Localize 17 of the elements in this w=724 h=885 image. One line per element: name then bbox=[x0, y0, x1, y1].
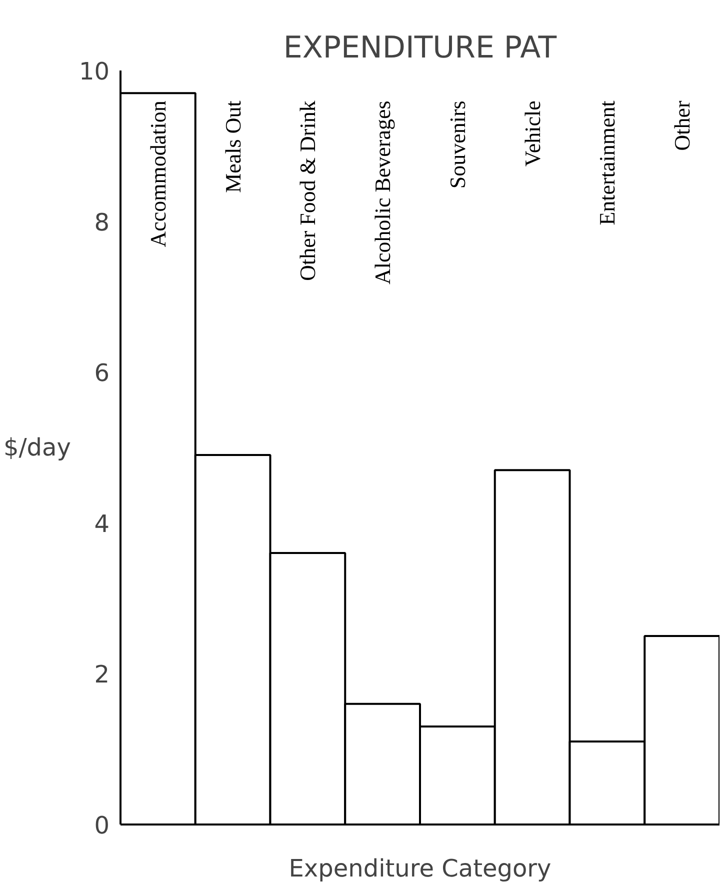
y-tick-label: 10 bbox=[78, 58, 110, 86]
y-tick-label: 8 bbox=[94, 208, 110, 236]
y-tick-label: 0 bbox=[94, 812, 110, 840]
x-axis-title: Expenditure Category bbox=[288, 854, 552, 882]
x-tick-label: Accommodation bbox=[145, 100, 170, 248]
y-tick-label: 4 bbox=[94, 510, 110, 538]
x-tick-label: Souvenirs bbox=[444, 100, 470, 189]
x-tick-label: Entertainment bbox=[594, 100, 620, 226]
y-tick-label: 2 bbox=[94, 660, 110, 689]
y-axis-title: $/day bbox=[3, 434, 71, 462]
y-tick-label: 6 bbox=[94, 359, 110, 388]
x-tick-label: Meals Out bbox=[220, 100, 246, 193]
x-tick-label: Other bbox=[670, 100, 695, 151]
x-tick-label: Other Food & Drink bbox=[295, 100, 320, 281]
x-tick-label: Alcoholic Beverages bbox=[370, 100, 396, 285]
chart-title: EXPENDITURE PAT bbox=[283, 30, 558, 66]
x-tick-label: Vehicle bbox=[520, 100, 545, 167]
